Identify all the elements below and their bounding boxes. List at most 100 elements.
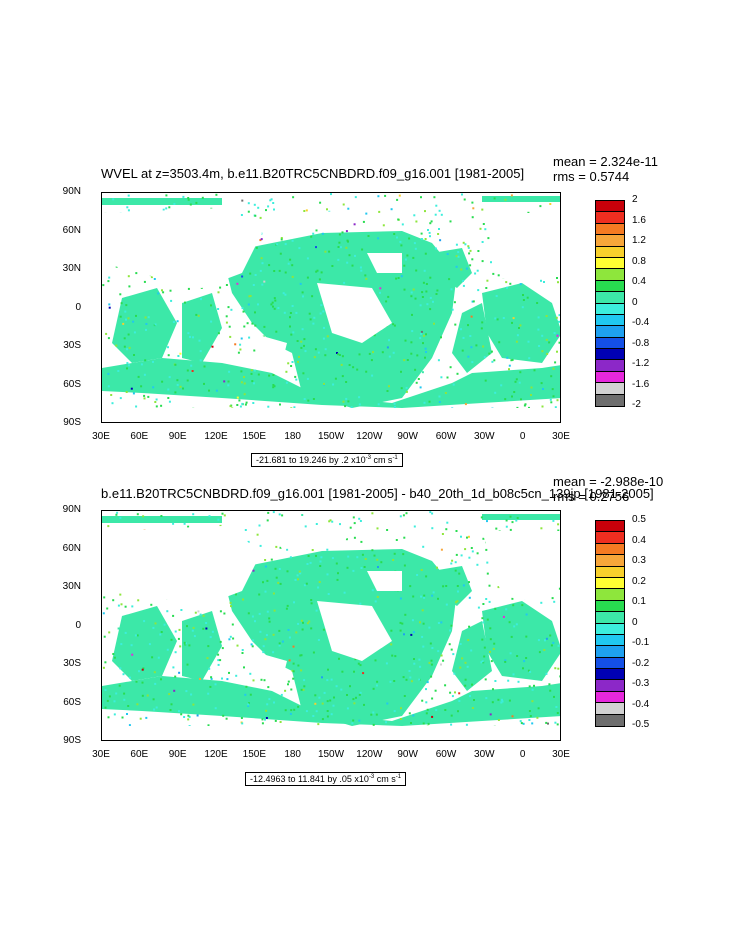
rms-stat: rms = 0.2756 — [553, 489, 630, 504]
lon-tick-label: 60W — [435, 431, 457, 442]
colorbar-tick-label: -0.2 — [632, 657, 650, 669]
land-mask — [272, 211, 352, 231]
lon-tick-label: 120W — [356, 431, 383, 442]
colorbar-tick-label: 0.8 — [632, 255, 646, 267]
lat-tick-label: 0 — [75, 301, 81, 313]
colorbar-swatch — [596, 292, 624, 304]
colorbar-tick-label: 0.3 — [632, 555, 646, 567]
lon-tick-label: 150W — [317, 749, 345, 760]
lon-tick-label: 90W — [397, 431, 418, 442]
lon-tick-label: 120W — [356, 749, 383, 760]
colorbar-swatch — [596, 680, 624, 692]
lon-tick-label: 150W — [317, 431, 345, 442]
colorbar-tick-label: -0.4 — [632, 698, 650, 710]
land-mask — [272, 529, 352, 549]
land-mask — [102, 208, 262, 288]
ocean-region — [102, 516, 222, 523]
ocean-region — [452, 303, 492, 373]
colorbar-tick-label: -2 — [632, 399, 641, 411]
colorbar-swatch — [596, 349, 624, 361]
ocean-region — [482, 514, 560, 520]
ocean-region — [182, 293, 222, 363]
colorbar-tick-label: -1.2 — [632, 358, 650, 370]
land-mask — [252, 333, 287, 363]
colorbar-swatch — [596, 280, 624, 293]
ocean-region — [112, 606, 177, 681]
lat-tick-label: 0 — [75, 619, 81, 631]
contour-range-box: -12.4963 to 11.841 by .05 x10-3 cm s-1 — [245, 772, 407, 786]
colorbar-swatch — [596, 646, 624, 658]
lon-tick-label: 180 — [284, 749, 301, 760]
contour-range-box: -21.681 to 19.246 by .2 x10-3 cm s-1 — [251, 453, 403, 467]
colorbar-tick-label: 0.4 — [632, 276, 646, 288]
lon-tick-label: 150E — [242, 431, 266, 442]
ocean-region — [112, 288, 177, 363]
colorbar-tick-label: -1.6 — [632, 378, 650, 390]
lon-tick-label: 30E — [552, 431, 570, 442]
ocean-region — [482, 283, 560, 363]
colorbar-tick-label: 0 — [632, 616, 638, 628]
colorbar-tick-label: 0 — [632, 296, 638, 308]
lon-tick-label: 30E — [552, 749, 570, 760]
ocean-region — [432, 566, 472, 606]
lon-tick-label: 60W — [435, 749, 457, 760]
colorbar-swatch — [596, 589, 624, 601]
land-mask — [317, 283, 392, 343]
lat-tick-label: 30S — [63, 340, 81, 351]
colorbar-tick-label: 1.2 — [632, 235, 646, 247]
ocean-region — [432, 248, 472, 288]
map-panel-top: WVEL at z=3503.4m, b.e11.B20TRC5CNBDRD.f… — [0, 150, 733, 470]
mean-stat: mean = 2.324e-11 — [553, 154, 658, 169]
land-mask — [367, 253, 402, 273]
ocean-region — [482, 196, 560, 202]
lat-tick-label: 90N — [62, 186, 81, 197]
colorbar-swatch — [596, 555, 624, 567]
lon-tick-label: 0 — [519, 431, 526, 442]
lat-tick-label: 60S — [63, 696, 81, 708]
colorbar-tick-label: 0.4 — [632, 534, 646, 546]
colorbar-swatch — [596, 634, 624, 647]
lon-tick-label: 30E — [92, 431, 110, 442]
colorbar-swatch — [596, 714, 624, 727]
lon-tick-label: 60E — [130, 749, 149, 760]
colorbar-swatch — [596, 669, 624, 681]
colorbar-tick-label: -0.1 — [632, 637, 650, 649]
colorbar-swatch — [596, 201, 624, 213]
panel-title: b.e11.B20TRC5CNBDRD.f09_g16.001 [1981-20… — [101, 486, 654, 501]
colorbar-swatch — [596, 223, 624, 236]
land-mask — [102, 526, 262, 606]
colorbar-swatch — [596, 383, 624, 395]
colorbar-swatch — [596, 212, 624, 224]
colorbar-swatch — [596, 269, 624, 281]
colorbar-tick-label: 0.5 — [632, 514, 646, 525]
mean-stat: mean = -2.988e-10 — [553, 474, 664, 489]
ocean-field-difference-map — [102, 511, 560, 740]
lat-tick-label: 60S — [63, 378, 81, 390]
lon-tick-label: 90E — [168, 431, 187, 442]
colorbar-swatch — [596, 612, 624, 624]
colorbar-swatch — [596, 235, 624, 247]
ocean-region — [102, 198, 222, 205]
lat-tick-label: 60N — [62, 224, 81, 236]
map-panel-bottom: b.e11.B20TRC5CNBDRD.f09_g16.001 [1981-20… — [0, 470, 733, 800]
colorbar-tick-label: -0.8 — [632, 337, 650, 349]
colorbar-swatch — [596, 532, 624, 544]
lat-tick-label: 30S — [63, 658, 81, 669]
colorbar — [595, 200, 625, 408]
lon-tick-label: 30W — [474, 431, 495, 442]
colorbar-swatch — [596, 623, 624, 635]
land-mask — [482, 213, 560, 283]
colorbar — [595, 520, 625, 728]
ocean-region — [482, 601, 560, 681]
colorbar-tick-label: -0.3 — [632, 678, 650, 690]
lon-tick-label: 150E — [242, 749, 266, 760]
lon-tick-label: 120E — [204, 431, 228, 442]
ocean-field-map — [102, 193, 560, 422]
lat-tick-label: 30N — [62, 263, 81, 274]
lon-tick-label: 90E — [168, 749, 187, 760]
colorbar-swatch — [596, 394, 624, 407]
ocean-region — [452, 621, 492, 691]
colorbar-swatch — [596, 303, 624, 315]
colorbar-swatch — [596, 246, 624, 258]
colorbar-tick-label: -0.5 — [632, 719, 650, 731]
